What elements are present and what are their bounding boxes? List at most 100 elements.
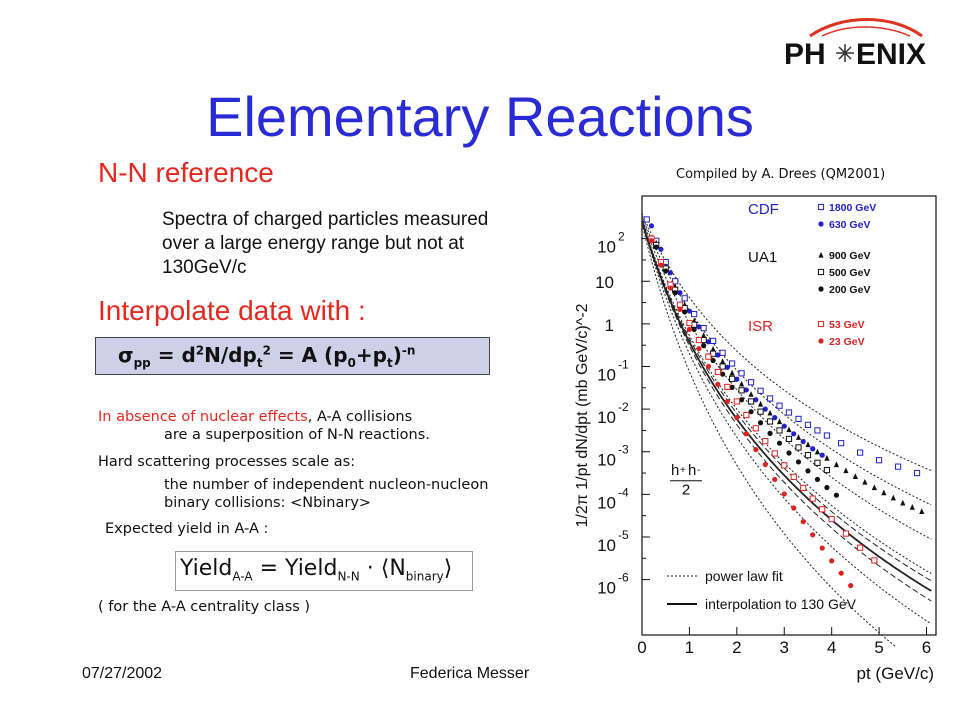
inset-label-minus: - [697,465,700,476]
data-point-200-gev [767,430,773,437]
data-point-23-gev [838,570,844,576]
data-point-23-gev [772,476,778,483]
data-point-500-gev [814,459,821,466]
data-point-53-gev [762,437,769,445]
y-tick-exponent: -3 [618,443,629,457]
data-point-23-gev [819,545,825,551]
data-point-1800-gev [728,360,736,367]
data-point-200-gev [748,409,754,415]
fit-curve [641,219,932,574]
data-point-900-gev [776,418,783,425]
legend-entry-label: 53 GeV [829,319,865,331]
data-point-900-gev [871,484,877,491]
x-tick-label: 5 [874,638,883,657]
data-point-900-gev [843,467,849,474]
data-point-900-gev [767,409,773,416]
absence-note-rest: , A-A collisions [307,409,413,425]
inset-label-h2: h [688,462,696,479]
data-point-630-gev [658,246,664,252]
data-point-1800-gev [894,463,902,470]
data-point-900-gev [852,473,858,480]
data-point-630-gev [715,352,721,358]
data-point-900-gev [862,478,868,485]
data-point-900-gev [757,400,764,407]
data-point-900-gev [786,426,792,433]
data-point-53-gev [676,301,684,308]
expected-yield-note: Expected yield in A-A : [105,521,269,537]
absence-note-line2: are a superposition of N-N reactions. [164,427,430,443]
data-point-53-gev [819,506,826,513]
data-point-1800-gev [700,325,707,332]
data-point-1800-gev [814,427,821,434]
data-point-1800-gev [785,409,793,416]
data-point-500-gev [804,452,812,459]
data-point-23-gev [829,558,835,564]
data-point-23-gev [667,285,674,291]
data-point-630-gev [686,308,693,314]
fit-curve [641,212,932,472]
data-point-900-gev [748,391,754,397]
y-tick-exponent: -5 [618,528,629,542]
data-point-900-gev [814,448,821,455]
line-legend-label: power law fit [705,568,783,584]
legend-marker [817,268,825,276]
hard-scattering-note: Hard scattering processes scale as: [98,454,356,470]
data-point-200-gev [720,371,726,377]
data-point-1800-gev [838,440,845,447]
data-point-200-gev [805,468,811,474]
y-tick-label: 10 [597,451,616,470]
legend-entry-label: 23 GeV [829,336,865,348]
formula-box [95,337,490,375]
footer-author: Federica Messer [410,665,530,682]
legend-entry-label: 630 GeV [829,219,870,231]
data-point-630-gev [667,270,674,276]
data-point-1800-gev [719,349,726,356]
data-point-53-gev [705,353,712,360]
yield-formula-box [175,551,473,591]
y-axis-label: 1/2π 1/pt dN/dpt (mb GeV/c)^-2 [574,303,591,527]
y-tick-exponent: -1 [618,357,629,371]
data-point-630-gev [772,415,778,421]
data-point-1800-gev [875,457,883,464]
data-point-23-gev [696,345,702,352]
data-point-630-gev [734,376,740,382]
data-point-1800-gev [823,432,831,439]
x-tick-label: 6 [922,638,931,657]
data-point-630-gev [781,423,787,429]
data-point-1800-gev [857,449,864,456]
data-point-900-gev [701,332,707,338]
data-point-200-gev [833,492,840,498]
fit-curve [641,220,932,602]
x-tick-label: 4 [827,638,836,657]
data-point-1800-gev [795,415,802,423]
legend-marker [818,338,824,344]
data-point-23-gev [810,532,816,538]
data-point-900-gev [890,494,896,501]
data-point-630-gev [743,387,749,393]
data-point-200-gev [663,268,669,274]
logo-text-right: ENIX [856,38,927,71]
data-point-23-gev [686,326,693,333]
data-point-53-gev [871,557,878,564]
data-point-1800-gev [757,387,764,394]
data-point-200-gev [672,290,678,296]
data-point-630-gev [705,339,711,345]
spectra-chart: 10 2 10 1 10 -1 10 -2 10 -3 10 -4 10 -5 10 -6 0 1 2 3 4 5 6 pt … [562,183,960,720]
data-point-900-gev [900,499,906,506]
y-tick-exponent: -6 [618,571,629,585]
data-point-200-gev [710,357,716,364]
legend-marker [818,286,824,292]
line-legend-label: interpolation to 130 GeV [705,596,857,612]
data-point-1800-gev [643,216,650,223]
data-point-53-gev [695,336,703,344]
data-point-200-gev [729,384,735,390]
data-point-500-gev [738,387,745,394]
data-point-900-gev [881,489,887,496]
fit-curve [641,215,932,506]
data-point-200-gev [786,450,792,456]
data-point-1800-gev [691,310,698,318]
data-point-630-gev [819,452,825,458]
binary-collisions-note: the number of independent nucleon-nucleo… [164,477,489,511]
data-point-630-gev [800,438,806,445]
